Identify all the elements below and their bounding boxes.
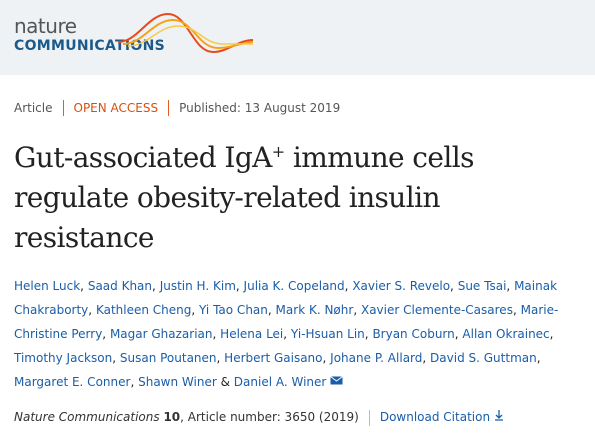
download-citation[interactable]: Download Citation (380, 410, 504, 424)
author-name[interactable]: Saad Khan (87, 279, 153, 293)
author-name[interactable]: Johane P. Allard (330, 351, 423, 365)
logo-bottom[interactable]: COMMUNICATIONS (14, 38, 166, 54)
author-name[interactable]: Mark K. Nøhr (275, 303, 354, 317)
author-name[interactable]: Helen Luck (14, 279, 81, 293)
logo-top[interactable]: nature (14, 14, 77, 38)
author-separator: , (216, 351, 221, 365)
article-type: Article (14, 100, 53, 115)
journal: Nature Communications (14, 410, 160, 424)
author-name[interactable]: David S. Guttman (430, 351, 537, 365)
author-name[interactable]: Timothy Jackson (14, 351, 113, 365)
author-separator: , (212, 327, 217, 341)
author-list: Helen Luck, Saad Khan, Justin H. Kim, Ju… (14, 274, 584, 394)
author-separator: , (88, 303, 93, 317)
published-date: Published: 13 August 2019 (179, 100, 341, 115)
author-name[interactable]: Xavier Clemente-Casares (360, 303, 513, 317)
title-sup: + (271, 142, 285, 161)
author-separator: , (506, 279, 511, 293)
author-name[interactable]: Allan Okrainec (462, 327, 550, 341)
download-icon[interactable] (494, 409, 504, 421)
author-separator: , (80, 279, 84, 293)
author-name[interactable]: Marie-Christine Perry (14, 303, 559, 341)
divider (368, 409, 370, 426)
author-name[interactable]: Bryan Coburn (372, 327, 455, 341)
divider (62, 100, 64, 116)
citation: Nature Communications 10, Article number… (14, 409, 504, 426)
author-separator: , (191, 303, 196, 317)
author-separator: , (344, 279, 349, 293)
author-separator: , (364, 327, 369, 341)
author-name[interactable]: Susan Poutanen (119, 351, 217, 365)
access-badge: OPEN ACCESS (73, 100, 159, 115)
author-name[interactable]: Kathleen Cheng (95, 303, 192, 317)
logo-wave (118, 12, 253, 54)
author-separator: , (283, 327, 288, 341)
author-name[interactable]: Margaret E. Conner (14, 375, 131, 389)
article-meta: Article OPEN ACCESS Published: 13 August 2… (14, 100, 340, 116)
author-name[interactable]: Justin H. Kim (159, 279, 236, 293)
author-separator: , (322, 351, 327, 365)
author-separator: , (536, 351, 541, 365)
site-header: nature COMMUNICATIONS (0, 0, 595, 75)
author-separator: , (353, 303, 358, 317)
author-name[interactable]: Daniel A. Winer (233, 375, 327, 389)
title-rest: immune cells regulate obesity-related in… (14, 141, 474, 254)
divider (168, 100, 170, 116)
author-name[interactable]: Shawn Winer (138, 375, 217, 389)
author-name[interactable]: Herbert Gaisano (224, 351, 323, 365)
article-title: Gut-associated IgA+ immune cells regulat… (14, 138, 574, 258)
author-separator: , (267, 303, 272, 317)
author-name[interactable]: Yi Tao Chan (199, 303, 268, 317)
author-name[interactable]: Mainak Chakraborty (14, 279, 558, 317)
citation-rest: , Article number: 3650 (2019) (180, 410, 359, 424)
author-separator: & (220, 375, 230, 389)
author-name[interactable]: Yi-Hsuan Lin (290, 327, 365, 341)
author-name[interactable]: Julia K. Copeland (243, 279, 345, 293)
author-name[interactable]: Sue Tsai (457, 279, 507, 293)
author-separator: , (450, 279, 454, 293)
author-separator: , (512, 303, 517, 317)
author-separator: , (152, 279, 156, 293)
author-separator: , (235, 279, 240, 293)
title-main: Gut-associated IgA (14, 141, 272, 174)
volume: 10 (163, 410, 181, 424)
author-separator: , (102, 327, 107, 341)
author-separator: , (549, 327, 554, 341)
email-icon[interactable] (330, 376, 344, 386)
author-separator: , (130, 375, 135, 389)
author-separator: , (454, 327, 459, 341)
author-separator: , (112, 351, 117, 365)
author-name[interactable]: Xavier S. Revelo (352, 279, 451, 293)
author-separator: , (422, 351, 427, 365)
author-name[interactable]: Helena Lei (220, 327, 284, 341)
download-label[interactable]: Download Citation (379, 410, 491, 424)
author-name[interactable]: Magar Ghazarian (109, 327, 213, 341)
